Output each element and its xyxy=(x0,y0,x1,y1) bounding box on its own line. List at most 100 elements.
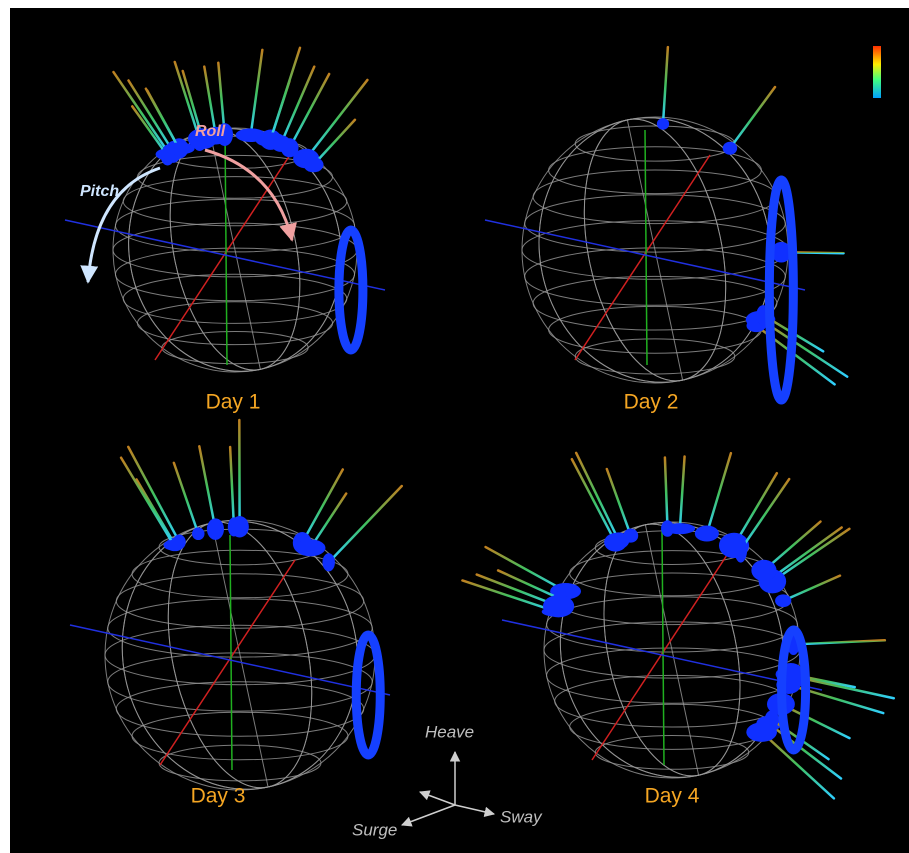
spike xyxy=(728,85,777,150)
disk xyxy=(542,594,575,618)
axis-blue xyxy=(484,219,806,291)
panel-label: Day 2 xyxy=(624,391,679,414)
panel-label: Day 4 xyxy=(645,785,700,808)
disk xyxy=(771,241,792,263)
spike xyxy=(781,574,842,603)
spike xyxy=(312,118,357,167)
pitch-arrow xyxy=(80,166,161,284)
disk xyxy=(722,141,738,155)
disk xyxy=(303,157,324,173)
spike xyxy=(269,46,302,141)
spike xyxy=(771,527,851,583)
disk xyxy=(192,527,205,541)
spike xyxy=(759,318,849,378)
axes-triad xyxy=(401,750,496,827)
spike xyxy=(661,45,670,126)
spike xyxy=(127,79,175,154)
axis-label: Surge xyxy=(352,820,397,839)
panel-label: Day 1 xyxy=(206,391,261,414)
parallel xyxy=(136,301,334,346)
parallel xyxy=(594,735,750,770)
disk xyxy=(746,722,777,742)
parallel xyxy=(574,338,736,375)
ring xyxy=(777,625,811,755)
axis-red xyxy=(591,554,728,761)
axis-blue xyxy=(64,219,386,291)
spike xyxy=(130,105,169,157)
axis-green xyxy=(644,129,648,366)
spike xyxy=(663,456,669,530)
spike xyxy=(249,48,264,137)
axis-red xyxy=(574,154,711,361)
spike xyxy=(678,455,686,530)
spike xyxy=(181,69,204,140)
axis-blue xyxy=(69,624,391,696)
parallel xyxy=(524,247,786,306)
disk xyxy=(295,539,326,557)
spike xyxy=(173,60,201,141)
disk xyxy=(656,118,670,130)
scenes xyxy=(64,45,896,800)
disk xyxy=(163,539,185,551)
background xyxy=(10,8,909,853)
parallel xyxy=(107,598,373,658)
axis-green xyxy=(229,534,233,771)
spike xyxy=(228,445,236,529)
parallel xyxy=(532,275,778,331)
parallel xyxy=(115,681,365,737)
parallel xyxy=(122,176,348,227)
axis-label: Heave xyxy=(425,722,474,741)
spike xyxy=(605,467,633,537)
disk xyxy=(192,128,208,151)
spike xyxy=(309,492,348,550)
spike xyxy=(732,471,779,547)
spike xyxy=(574,451,621,542)
spike xyxy=(112,70,171,156)
axis-green xyxy=(661,529,665,766)
spike xyxy=(327,484,404,564)
axis-red xyxy=(159,559,296,766)
spike xyxy=(279,65,316,145)
parallel xyxy=(115,573,365,629)
spike xyxy=(769,526,843,581)
spike xyxy=(119,456,176,547)
ring xyxy=(351,630,385,760)
spike xyxy=(792,639,887,646)
parallel xyxy=(158,744,322,782)
spike xyxy=(127,445,181,544)
parallel xyxy=(122,273,348,324)
parallel xyxy=(107,652,373,712)
meridian xyxy=(559,522,785,778)
parallel xyxy=(524,194,786,253)
parallel xyxy=(546,596,798,653)
spike xyxy=(198,445,217,531)
spike xyxy=(172,461,200,535)
pitch-label: Pitch xyxy=(80,183,119,200)
spike xyxy=(300,468,345,545)
spike xyxy=(203,65,218,137)
parallel xyxy=(136,154,334,199)
disk xyxy=(163,142,195,155)
roll-arrow xyxy=(204,148,297,242)
spike xyxy=(762,520,822,572)
colorbar xyxy=(873,46,881,98)
disk xyxy=(751,559,777,582)
disk xyxy=(694,525,719,542)
parallel xyxy=(114,247,356,302)
parallel xyxy=(114,198,356,253)
wireframe-sphere xyxy=(543,521,801,779)
disk xyxy=(206,518,225,540)
disk xyxy=(230,516,249,538)
spike xyxy=(484,545,567,593)
spike xyxy=(496,569,563,601)
disk xyxy=(664,523,696,535)
spike xyxy=(461,579,558,613)
parallel xyxy=(131,549,349,599)
ring xyxy=(334,225,368,355)
parallel xyxy=(548,146,762,195)
spike xyxy=(705,451,733,535)
spike xyxy=(739,477,791,551)
spike xyxy=(570,457,617,544)
spike xyxy=(144,87,181,150)
